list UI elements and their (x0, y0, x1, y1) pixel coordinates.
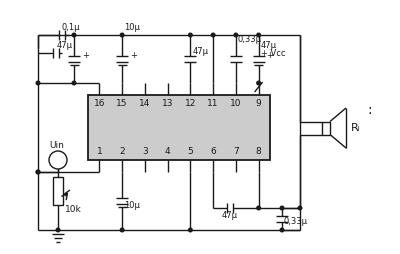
Text: 9: 9 (256, 100, 262, 108)
Text: 12: 12 (185, 100, 196, 108)
Text: + Vcc: + Vcc (261, 49, 285, 57)
Text: 8: 8 (256, 147, 262, 155)
Text: +: + (130, 52, 137, 60)
Circle shape (120, 228, 124, 232)
Text: 10k: 10k (65, 205, 82, 214)
Circle shape (188, 228, 192, 232)
Circle shape (257, 206, 260, 210)
Circle shape (120, 33, 124, 37)
Text: +: + (267, 52, 274, 60)
Circle shape (257, 81, 260, 85)
Bar (53, 177, 63, 205)
Circle shape (234, 33, 238, 37)
Circle shape (36, 170, 40, 174)
Text: Rₗ: Rₗ (351, 123, 361, 133)
Text: 5: 5 (188, 147, 193, 155)
Circle shape (36, 170, 40, 174)
Bar (88, 95, 270, 160)
Text: 4: 4 (165, 147, 170, 155)
Text: 11: 11 (207, 100, 219, 108)
Text: 47µ: 47µ (192, 46, 208, 56)
Text: 14: 14 (139, 100, 150, 108)
Text: 0,1µ: 0,1µ (61, 24, 80, 33)
Text: 47µ: 47µ (261, 40, 277, 50)
Circle shape (72, 33, 76, 37)
Circle shape (280, 228, 284, 232)
Text: 2: 2 (119, 147, 125, 155)
Text: 0,33µ: 0,33µ (284, 216, 308, 226)
Text: 1: 1 (96, 147, 102, 155)
Circle shape (211, 33, 215, 37)
Text: Uin: Uin (50, 141, 64, 151)
Text: :: : (368, 103, 372, 117)
Text: 10: 10 (230, 100, 242, 108)
Circle shape (49, 151, 67, 169)
Circle shape (257, 33, 260, 37)
Bar (322, 121, 330, 135)
Text: 13: 13 (162, 100, 173, 108)
Text: +: + (82, 52, 89, 60)
Text: 3: 3 (142, 147, 148, 155)
Circle shape (56, 228, 60, 232)
Text: 47µ: 47µ (222, 212, 238, 220)
Text: 6: 6 (210, 147, 216, 155)
Circle shape (36, 81, 40, 85)
Circle shape (280, 206, 284, 210)
Text: 0,33µ: 0,33µ (238, 36, 262, 44)
Text: 15: 15 (116, 100, 128, 108)
Text: 16: 16 (94, 100, 105, 108)
Text: 10µ: 10µ (124, 24, 140, 33)
Text: 47µ: 47µ (57, 40, 73, 50)
Circle shape (72, 81, 76, 85)
Circle shape (188, 33, 192, 37)
Circle shape (298, 206, 302, 210)
Text: 10µ: 10µ (124, 201, 140, 211)
Text: 7: 7 (233, 147, 239, 155)
